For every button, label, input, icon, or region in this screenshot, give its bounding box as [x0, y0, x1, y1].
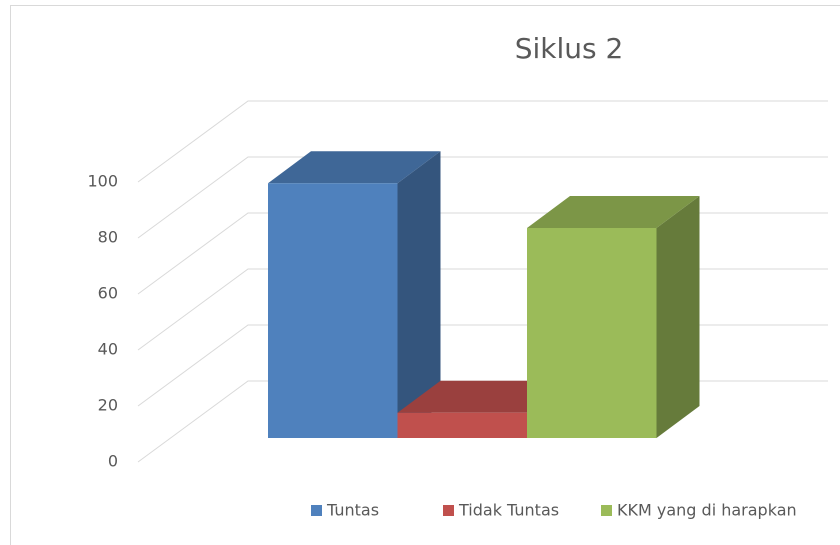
bar-front: [527, 228, 657, 438]
y-tick-label: 20: [98, 396, 118, 415]
bar-front: [397, 412, 527, 438]
bar: [527, 196, 700, 438]
bar: [268, 151, 441, 438]
legend-label: KKM yang di harapkan: [617, 501, 797, 520]
legend-swatch: [311, 505, 322, 516]
grid-line: [137, 156, 828, 239]
grid-line: [137, 212, 828, 295]
bar-front: [268, 183, 398, 438]
bar-side: [656, 196, 700, 438]
y-tick-label: 0: [108, 452, 118, 471]
bar-top: [397, 380, 570, 413]
legend-label: Tidak Tuntas: [458, 501, 559, 520]
bar-side: [397, 151, 441, 438]
bar-top: [268, 151, 441, 184]
y-tick-label: 80: [98, 228, 118, 247]
grid-line: [137, 268, 828, 351]
grid-line: [137, 100, 828, 183]
legend-swatch: [443, 505, 454, 516]
y-tick-label: 40: [98, 340, 118, 359]
y-tick-label: 60: [98, 284, 118, 303]
y-tick-label: 100: [87, 172, 118, 191]
bar-top: [527, 196, 700, 228]
chart-title: Siklus 2: [515, 32, 624, 65]
legend-swatch: [601, 505, 612, 516]
chart-border: [10, 5, 840, 545]
legend-label: Tuntas: [326, 501, 379, 520]
